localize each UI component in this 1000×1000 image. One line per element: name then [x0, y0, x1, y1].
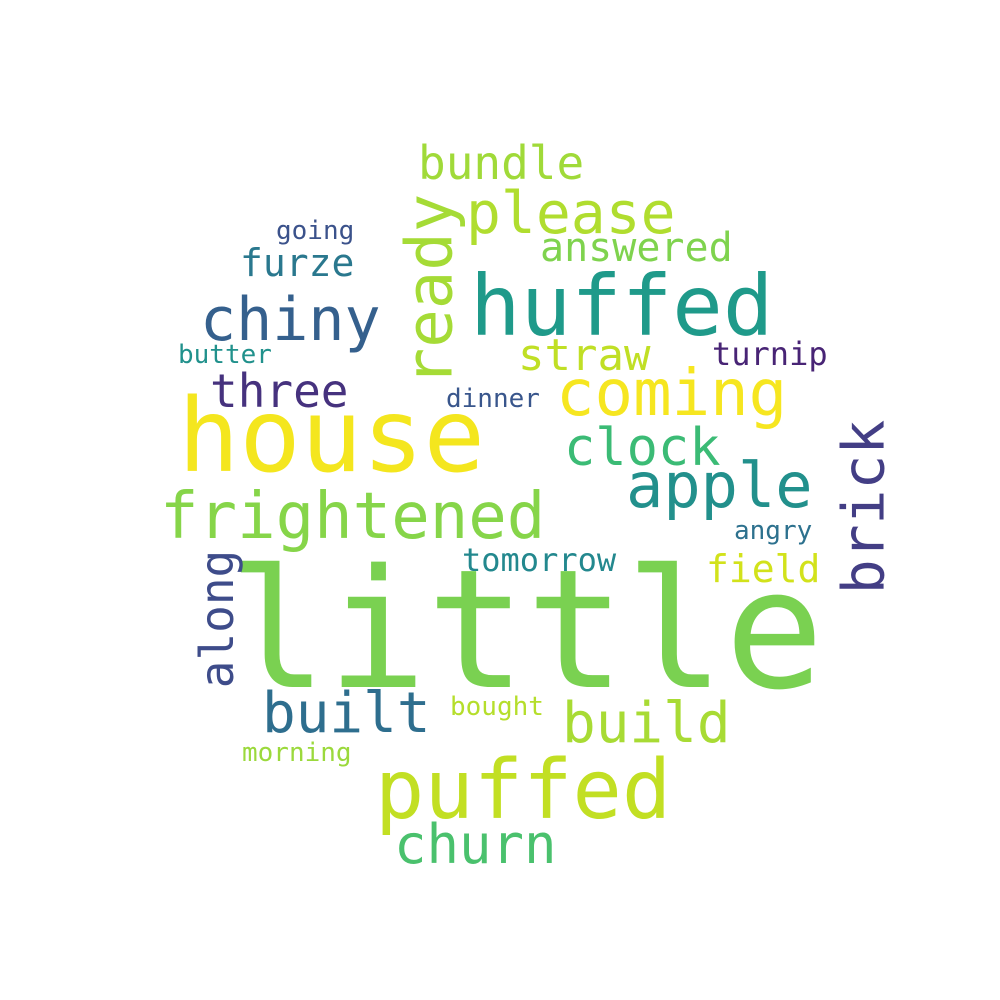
- word-furze: furze: [240, 241, 355, 285]
- word-going: going: [276, 216, 355, 246]
- word-straw: straw: [518, 330, 651, 381]
- word-along: along: [190, 549, 245, 689]
- word-puffed: puffed: [375, 743, 672, 838]
- word-coming: coming: [556, 357, 788, 431]
- word-ready: ready: [393, 193, 468, 387]
- word-field: field: [706, 547, 821, 591]
- word-churn: churn: [394, 813, 557, 876]
- word-bundle: bundle: [418, 136, 585, 190]
- word-turnip: turnip: [712, 335, 828, 373]
- word-built: built: [262, 681, 431, 746]
- word-chiny: chiny: [200, 285, 381, 355]
- word-huffed: huffed: [470, 257, 774, 355]
- word-angry: angry: [734, 516, 813, 546]
- word-apple: apple: [626, 449, 813, 522]
- word-please: please: [466, 179, 676, 247]
- word-little: little: [228, 534, 825, 726]
- word-build: build: [562, 691, 731, 756]
- word-tomorrow: tomorrow: [462, 541, 617, 579]
- word-frightened: frightened: [160, 480, 546, 554]
- word-butter: butter: [178, 340, 272, 370]
- word-three: three: [210, 364, 349, 418]
- word-dinner: dinner: [446, 384, 540, 414]
- word-brick: brick: [829, 419, 898, 595]
- word-answered: answered: [540, 225, 733, 271]
- word-bought: bought: [450, 692, 544, 722]
- word-clock: clock: [564, 418, 721, 478]
- word-house: house: [178, 377, 486, 496]
- word-morning: morning: [242, 738, 352, 768]
